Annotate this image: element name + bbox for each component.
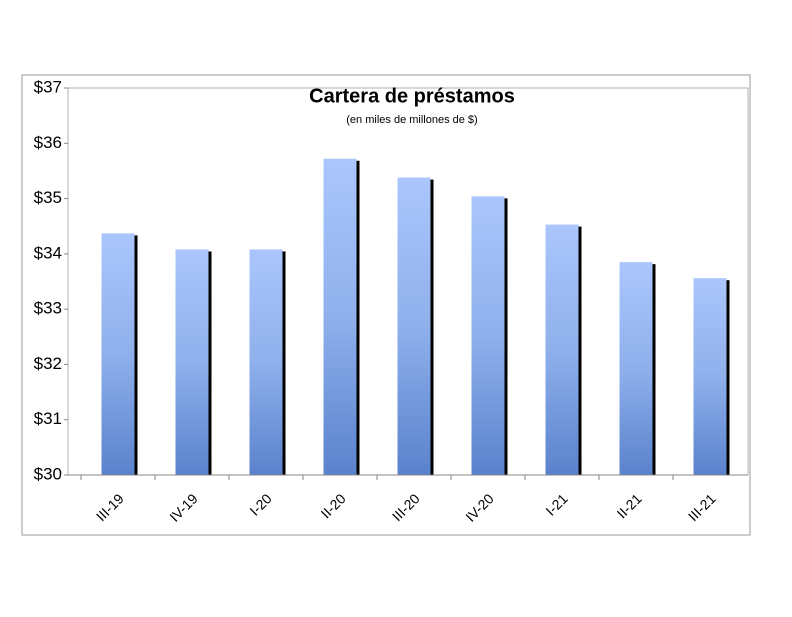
x-tick-label: II-20 [318, 490, 349, 521]
x-tick-label: III-19 [93, 490, 127, 524]
bar-shadow [726, 280, 730, 475]
bar-shadow [652, 264, 656, 475]
chart-title: Cartera de préstamos [309, 85, 515, 107]
bar-shadow [578, 226, 582, 475]
x-tick-label: IV-19 [166, 490, 201, 525]
bar-shadow [134, 235, 138, 475]
x-tick-label: II-21 [614, 490, 645, 521]
y-tick-label: $36 [34, 133, 62, 152]
x-tick-label: III-21 [685, 490, 719, 524]
bar [619, 262, 653, 475]
bar-shadow [430, 179, 434, 475]
bar-shadow [282, 251, 286, 475]
y-tick-label: $33 [34, 299, 62, 318]
bar [175, 249, 209, 475]
x-tick-label: IV-20 [462, 490, 497, 525]
bar-shadow [208, 251, 212, 475]
bar-shadow [504, 198, 508, 476]
y-tick-label: $34 [34, 243, 62, 262]
bar-shadow [356, 160, 360, 475]
bar [101, 233, 135, 475]
bar [323, 158, 357, 475]
chart-subtitle: (en miles de millones de $) [346, 114, 477, 126]
x-tick-label: I-21 [542, 490, 571, 519]
bar [397, 177, 431, 475]
bar [693, 278, 727, 475]
y-tick-label: $37 [34, 77, 62, 96]
chart-frame [21, 74, 751, 536]
x-tick-label: III-20 [389, 490, 423, 524]
bar [545, 224, 579, 475]
y-tick-label: $30 [34, 464, 62, 483]
bar [471, 196, 505, 476]
y-tick-label: $31 [34, 409, 62, 428]
bar [249, 249, 283, 475]
y-tick-label: $32 [34, 354, 62, 373]
x-tick-label: I-20 [246, 490, 275, 519]
y-tick-label: $35 [34, 188, 62, 207]
